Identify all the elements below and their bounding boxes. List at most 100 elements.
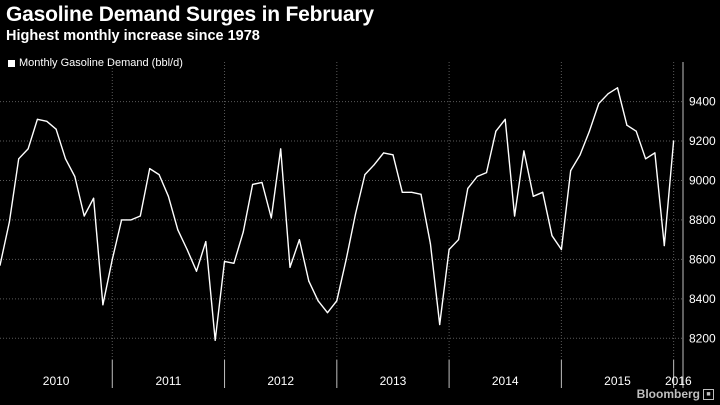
data-point [74,175,76,178]
data-point [298,239,300,241]
y-tick-label-8400: 8400 [689,292,716,306]
chart-legend: Monthly Gasoline Demand (bbl/d) [8,57,183,69]
data-point [326,312,329,314]
data-point [598,102,600,105]
data-point [233,262,235,264]
series-group [0,87,675,341]
data-point [55,128,57,130]
data-point [102,304,104,306]
bloomberg-mark-icon: ■ [703,388,714,400]
data-point [64,158,67,160]
data-point [345,258,347,260]
data-point [336,300,338,302]
data-point [448,248,450,251]
gridlines [0,62,683,360]
data-point [457,239,460,241]
data-point [177,229,179,231]
x-tick-label-2014: 2014 [492,374,519,388]
data-point [270,217,272,219]
data-point [467,187,469,189]
legend-label: Monthly Gasoline Demand (bbl/d) [19,57,183,69]
data-point [205,241,207,243]
data-point [223,260,226,262]
y-tick-label-8800: 8800 [689,213,716,227]
data-point [167,195,170,197]
y-tick-label-9000: 9000 [689,173,716,187]
data-point [429,243,431,245]
data-point [111,258,113,260]
data-point [130,219,132,221]
x-tick-label-2013: 2013 [380,374,407,388]
data-point [513,215,516,217]
data-point [92,197,95,199]
data-point [8,221,10,223]
data-point [504,118,506,120]
data-point [195,270,198,272]
x-tick-label-2012: 2012 [267,374,294,388]
data-point [46,120,48,122]
y-tick-label-8600: 8600 [689,252,716,266]
y-tick-label-9200: 9200 [689,134,716,148]
data-point [542,191,544,193]
x-tick-label-2011: 2011 [156,374,182,388]
data-point [401,191,403,193]
data-point [354,213,357,215]
data-point [18,158,20,160]
data-point [532,195,534,197]
chart-title: Gasoline Demand Surges in February [6,3,374,26]
data-point [186,248,188,251]
data-point [392,154,394,156]
data-point [252,183,254,186]
y-tick-label-8200: 8200 [689,331,716,345]
data-point [242,231,244,233]
data-point [626,124,628,126]
data-point [308,280,310,282]
data-point [0,264,1,266]
x-axis: 2010 2011 2012 2013 2014 2015 2016 [43,62,692,388]
x-tick-label-2015: 2015 [604,374,631,388]
bloomberg-logo: Bloomberg ■ [637,387,714,401]
data-point [635,130,637,132]
data-point [673,140,675,142]
data-point [139,215,141,217]
data-point [439,323,441,326]
data-point [289,266,291,268]
data-point [214,339,216,341]
data-point [579,154,581,156]
data-point [570,170,572,172]
data-point [317,300,319,302]
data-point [261,181,263,184]
data-point [654,152,656,154]
data-point [149,168,151,170]
data-point [616,87,619,89]
x-tick-label-2016: 2016 [665,374,692,388]
data-point [36,118,39,120]
data-point [27,148,29,150]
data-point [476,175,478,178]
data-point [121,219,123,221]
data-point [523,150,525,152]
chart-subtitle: Highest monthly increase since 1978 [6,28,260,44]
y-tick-label-9400: 9400 [689,95,716,109]
data-point [560,248,562,251]
data-point [364,173,366,176]
data-point [83,215,85,217]
data-point [551,235,553,237]
data-point [495,130,497,132]
data-point [485,171,488,174]
data-point [373,164,375,166]
data-point [420,193,422,195]
data-point [280,148,282,150]
x-tick-label-2010: 2010 [43,374,70,388]
legend-swatch [8,59,15,67]
data-point [644,158,647,160]
y-axis-labels: 8200 8400 8600 8800 9000 9200 9400 [689,95,716,346]
data-point [411,191,413,193]
source-label: Bloomberg [636,387,700,401]
data-point [607,93,609,95]
data-point [383,152,385,154]
data-point [588,130,591,132]
data-point [158,173,160,176]
data-point [663,244,665,247]
